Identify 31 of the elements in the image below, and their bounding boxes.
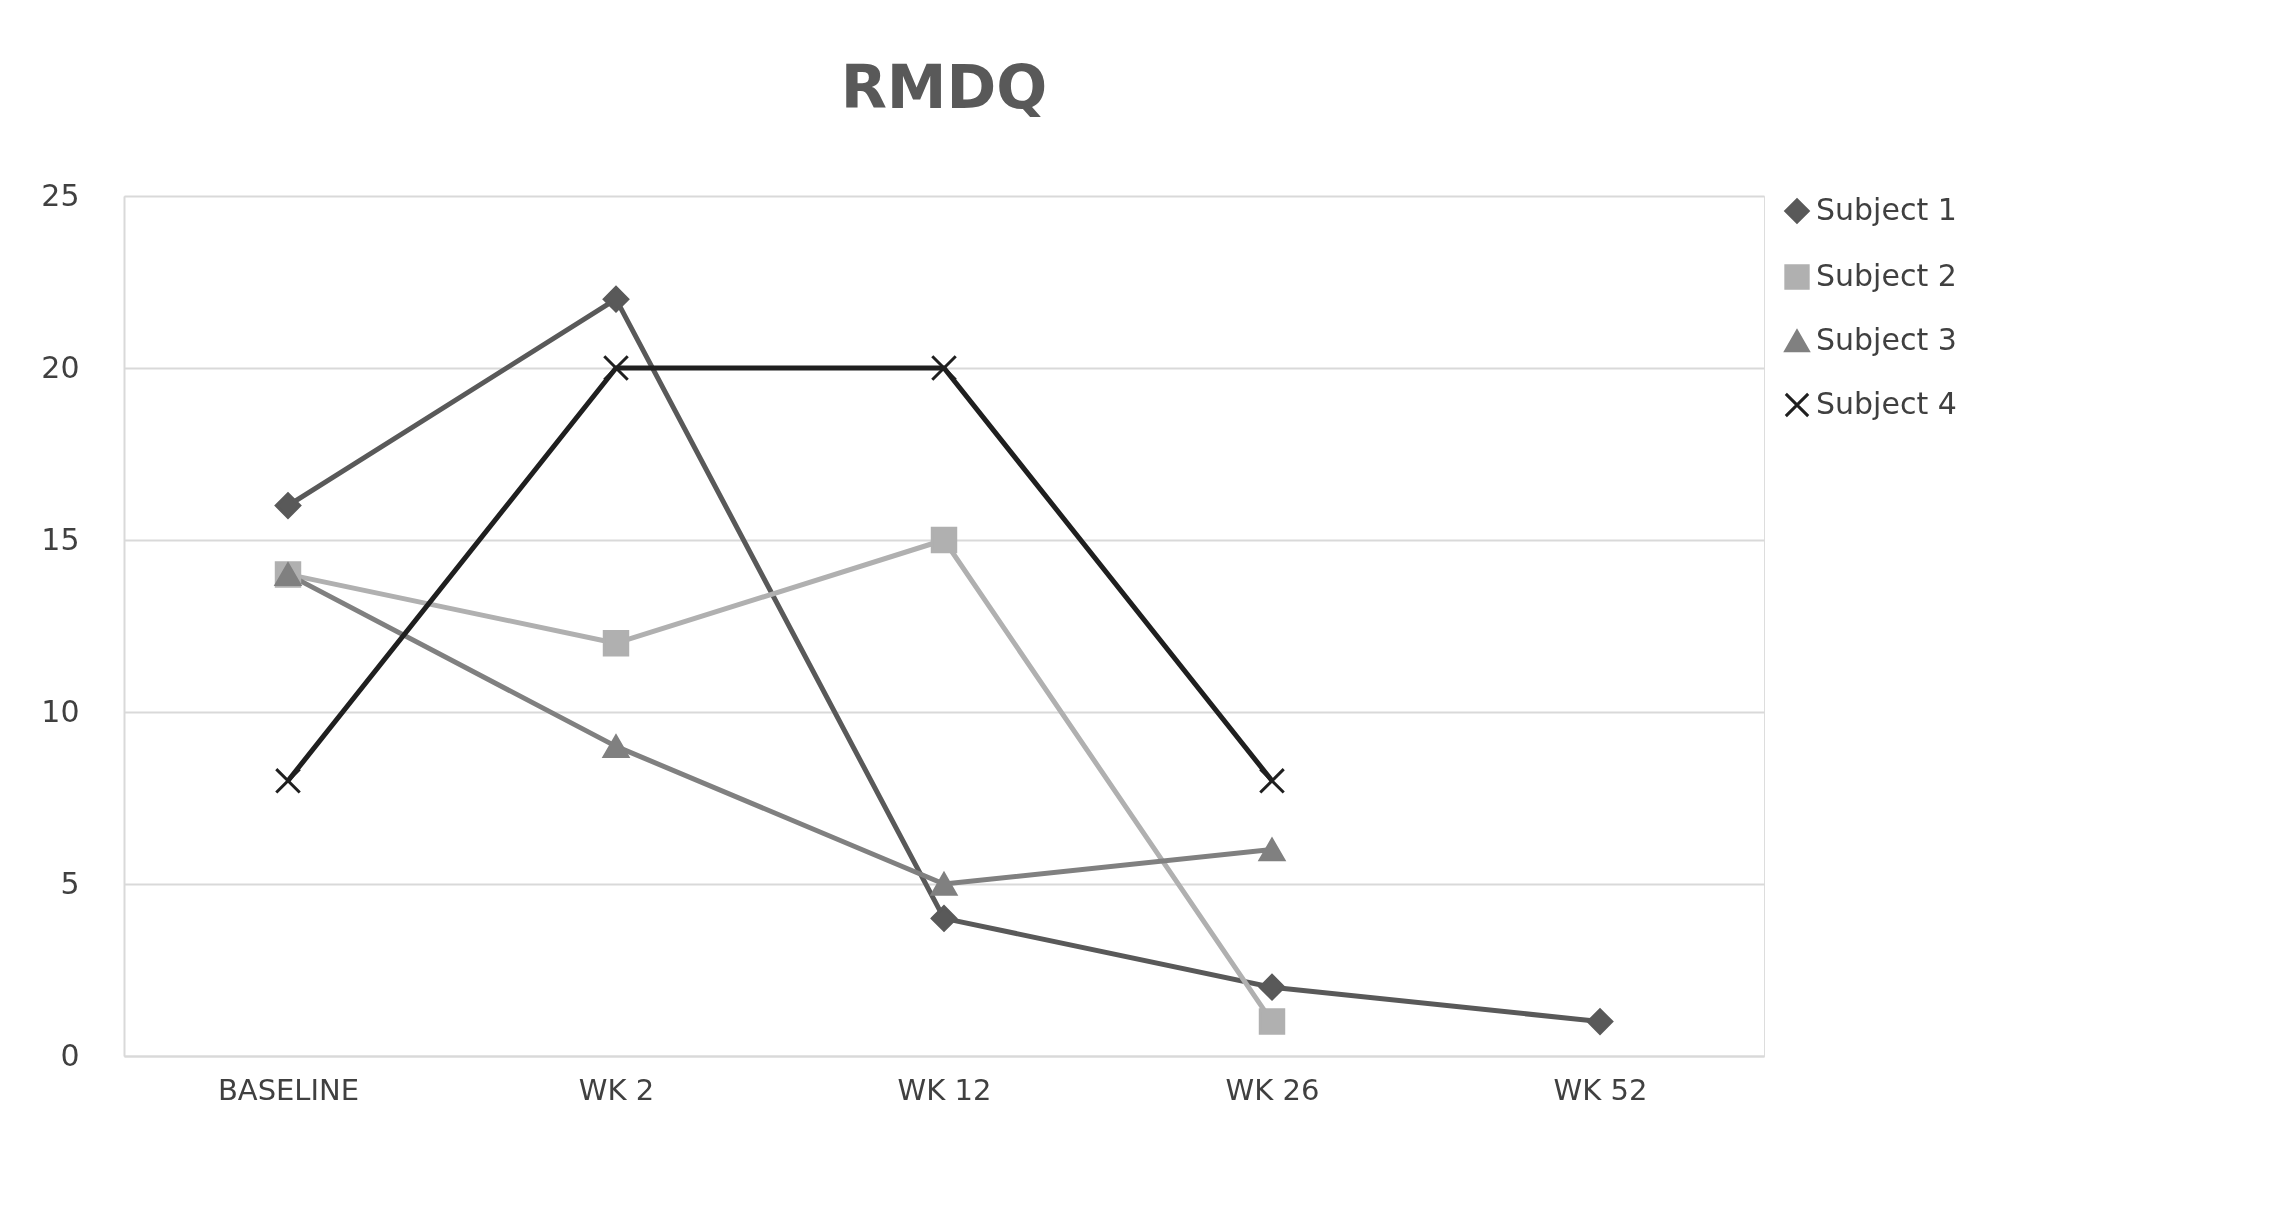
- legend-label: Subject 2: [1816, 258, 1957, 293]
- y-tick-label: 5: [60, 865, 80, 901]
- y-tick-label: 10: [41, 693, 80, 729]
- legend-label: Subject 1: [1816, 192, 1957, 227]
- point: [930, 526, 958, 554]
- y-tick-label: 25: [41, 177, 80, 213]
- legend-label: Subject 3: [1816, 322, 1957, 357]
- point: [602, 629, 630, 657]
- point: [1258, 1008, 1286, 1035]
- y-tick-label: 15: [41, 521, 80, 557]
- point: [602, 354, 630, 382]
- point: [1258, 837, 1286, 862]
- point: [274, 767, 302, 795]
- point: [274, 492, 302, 519]
- chart-title: RMDQ: [840, 52, 1048, 122]
- x-tick-label: WK 52: [1553, 1072, 1648, 1107]
- point: [930, 872, 958, 896]
- y-tick-label: 0: [60, 1037, 80, 1073]
- point: [1258, 973, 1286, 1001]
- x-tick-label: WK 26: [1225, 1072, 1320, 1107]
- point: [930, 905, 958, 932]
- point: [602, 734, 630, 759]
- y-tick-label: 20: [41, 349, 80, 385]
- legend-label: Subject 4: [1816, 386, 1957, 421]
- point: [602, 285, 630, 313]
- point: [1258, 767, 1286, 795]
- x-tick-label: WK 2: [578, 1072, 655, 1107]
- x-tick-label: WK 12: [897, 1072, 992, 1107]
- point: [1586, 1008, 1614, 1035]
- point: [930, 354, 958, 382]
- x-tick-label: BASELINE: [217, 1072, 360, 1107]
